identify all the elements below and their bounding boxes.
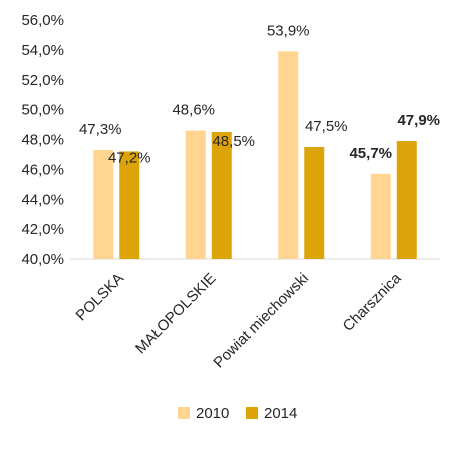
data-label: 47,2% xyxy=(108,149,151,166)
x-category-label: POLSKA xyxy=(73,270,127,324)
bar-2014-3 xyxy=(396,140,417,259)
data-label: 48,5% xyxy=(212,133,255,150)
y-tick-label: 42,0% xyxy=(21,221,64,238)
data-label: 47,9% xyxy=(397,112,440,129)
bar-2010-3 xyxy=(370,173,391,259)
y-tick-label: 48,0% xyxy=(21,132,64,149)
data-label: 47,3% xyxy=(79,121,122,138)
legend-label: 2010 xyxy=(196,405,229,422)
bar-2014-0 xyxy=(119,151,140,259)
legend-swatch-2014 xyxy=(246,407,258,419)
y-tick-label: 54,0% xyxy=(21,42,64,59)
y-tick-label: 40,0% xyxy=(21,251,64,268)
data-label: 45,7% xyxy=(349,145,392,162)
bar-2014-2 xyxy=(304,146,325,259)
bar-2010-2 xyxy=(278,51,299,260)
x-category-label: MAŁOPOLSKIE xyxy=(132,270,219,357)
legend-swatch-2010 xyxy=(178,407,190,419)
y-tick-label: 52,0% xyxy=(21,72,64,89)
data-label: 48,6% xyxy=(172,102,215,119)
y-tick-label: 56,0% xyxy=(21,12,64,29)
y-tick-label: 46,0% xyxy=(21,161,64,178)
bar-2014-1 xyxy=(211,132,232,259)
x-category-label: Powiat miechowski xyxy=(210,270,312,372)
x-category-label: Charsznica xyxy=(340,269,406,335)
bar-2010-1 xyxy=(185,130,206,259)
data-label: 47,5% xyxy=(305,118,348,135)
y-tick-label: 44,0% xyxy=(21,191,64,208)
bar-2010-0 xyxy=(93,149,114,259)
data-label: 53,9% xyxy=(267,22,310,39)
y-tick-label: 50,0% xyxy=(21,102,64,119)
legend-label: 2014 xyxy=(264,405,297,422)
